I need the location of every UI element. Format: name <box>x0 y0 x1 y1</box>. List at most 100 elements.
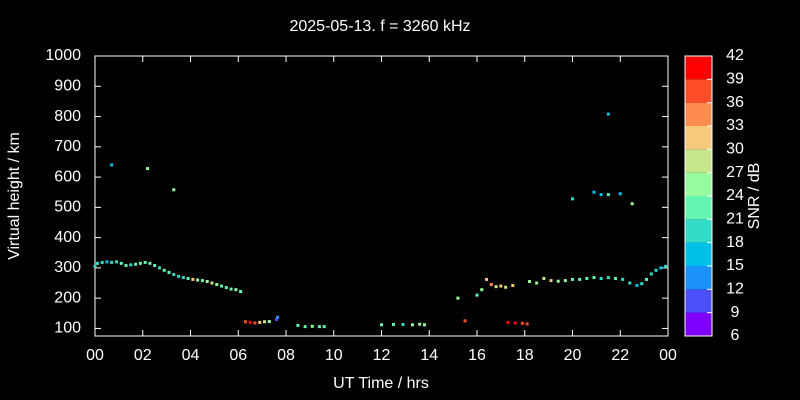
x-tick-label: 16 <box>468 347 486 364</box>
x-tick-label: 22 <box>611 347 629 364</box>
data-point <box>380 323 383 327</box>
data-point <box>475 293 479 297</box>
data-point <box>317 325 321 329</box>
y-tick-label: 300 <box>54 259 81 276</box>
data-point <box>124 263 128 267</box>
x-tick-label: 00 <box>659 347 677 364</box>
data-point <box>411 323 415 327</box>
colorbar-swatch <box>685 149 712 173</box>
x-tick-label: 20 <box>564 347 582 364</box>
data-point <box>146 167 150 171</box>
colorbar-tick-label: 12 <box>726 281 744 298</box>
data-point <box>200 279 204 283</box>
data-point <box>664 264 668 268</box>
data-point <box>585 276 589 280</box>
data-point <box>489 283 493 287</box>
data-point <box>196 278 200 282</box>
data-point <box>535 281 539 285</box>
data-point <box>606 276 610 280</box>
x-tick-label: 18 <box>516 347 534 364</box>
data-point <box>186 276 190 280</box>
x-tick-label: 04 <box>182 347 200 364</box>
x-tick-label: 08 <box>277 347 295 364</box>
colorbar-swatch <box>685 126 712 150</box>
data-point <box>322 325 326 329</box>
colorbar-swatch <box>685 172 712 196</box>
data-point <box>205 280 209 284</box>
data-point <box>599 193 603 197</box>
colorbar-swatch <box>685 219 712 243</box>
x-tick-label: 00 <box>86 347 104 364</box>
y-tick-label: 500 <box>54 199 81 216</box>
colorbar-tick-label: 33 <box>726 117 744 134</box>
data-point <box>148 261 152 265</box>
data-point <box>177 274 181 278</box>
data-point <box>110 163 114 167</box>
x-tick-label: 14 <box>420 347 438 364</box>
data-point <box>613 276 617 280</box>
data-point <box>654 268 658 272</box>
colorbar-tick-label: 30 <box>726 141 744 158</box>
y-tick-label: 100 <box>54 320 81 337</box>
data-point <box>191 277 195 281</box>
data-point <box>563 279 567 283</box>
colorbar-tick-label: 15 <box>726 257 744 274</box>
data-point <box>485 277 489 281</box>
data-point <box>229 287 233 291</box>
y-tick-label: 200 <box>54 289 81 306</box>
y-tick-label: 900 <box>54 77 81 94</box>
data-point <box>659 266 663 270</box>
data-point <box>138 261 142 265</box>
data-point <box>606 193 610 197</box>
data-point <box>494 285 498 289</box>
data-point <box>504 285 508 289</box>
data-point <box>571 277 574 281</box>
data-point <box>520 321 524 325</box>
data-point <box>630 202 634 206</box>
data-point <box>167 270 171 274</box>
data-point <box>463 319 467 323</box>
data-point <box>606 112 610 116</box>
data-point <box>248 320 252 324</box>
data-point <box>599 276 603 280</box>
data-point <box>220 284 224 288</box>
colorbar-tick-label: 39 <box>726 71 744 88</box>
colorbar-tick-label: 36 <box>726 94 744 111</box>
data-point <box>499 284 503 288</box>
x-tick-label: 12 <box>373 347 391 364</box>
data-point <box>95 261 99 265</box>
data-point <box>243 320 247 324</box>
data-point <box>210 281 214 285</box>
data-point <box>578 277 582 281</box>
colorbar-tick-label: 9 <box>731 304 740 321</box>
data-point <box>618 192 622 196</box>
data-point <box>592 190 596 194</box>
colorbar-tick-label: 21 <box>726 211 744 228</box>
data-point <box>93 264 97 268</box>
y-tick-label: 600 <box>54 168 81 185</box>
data-point <box>258 320 262 324</box>
data-point <box>303 325 307 329</box>
colorbar-tick-label: 6 <box>731 327 740 344</box>
data-point <box>143 260 147 264</box>
data-point <box>172 273 176 277</box>
colorbar-swatch <box>685 56 712 80</box>
data-point <box>640 282 644 286</box>
data-point <box>525 322 529 326</box>
y-tick-label: 700 <box>54 138 81 155</box>
colorbar-swatch <box>685 242 712 266</box>
data-point <box>224 286 228 290</box>
data-point <box>506 320 510 324</box>
x-tick-label: 10 <box>325 347 343 364</box>
data-point <box>513 321 517 325</box>
colorbar-label: SNR / dB <box>746 163 763 230</box>
data-point <box>153 263 157 267</box>
data-point <box>276 315 280 319</box>
data-point <box>296 323 300 327</box>
data-point <box>239 290 243 294</box>
data-point <box>134 262 138 266</box>
data-point <box>157 266 161 270</box>
y-axis-label: Virtual height / km <box>6 132 23 260</box>
data-point <box>621 277 625 281</box>
data-point <box>274 317 278 321</box>
